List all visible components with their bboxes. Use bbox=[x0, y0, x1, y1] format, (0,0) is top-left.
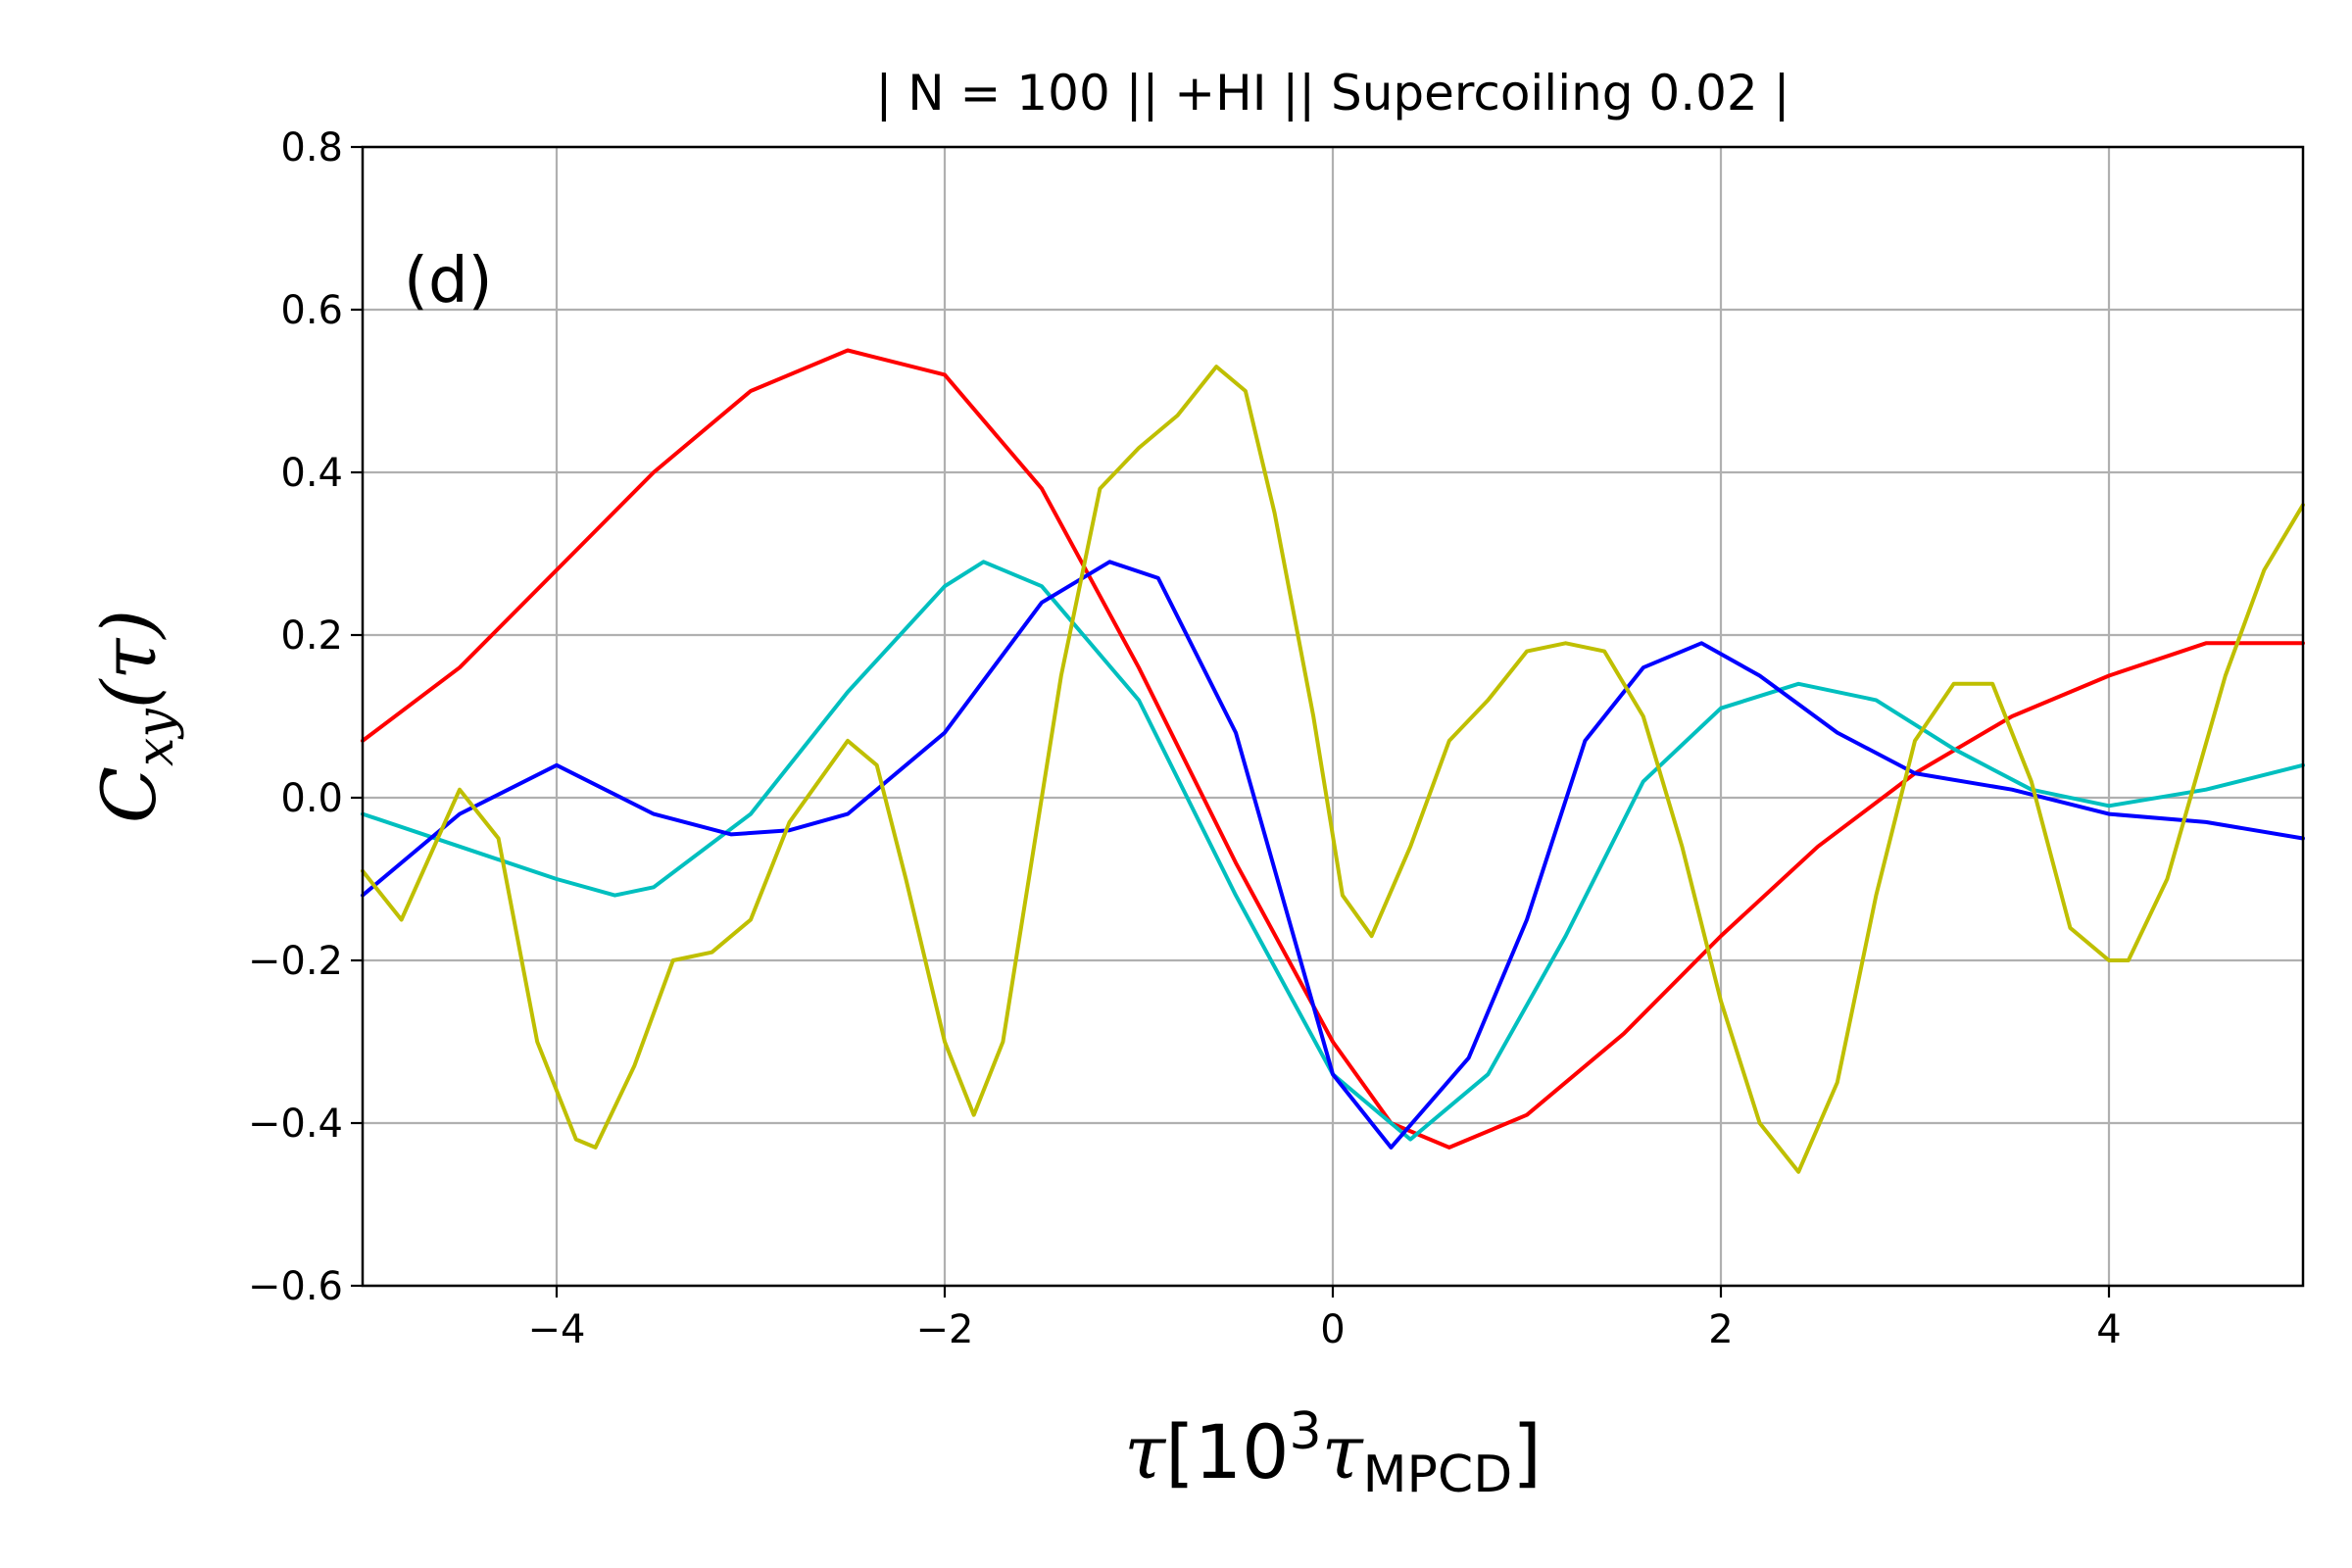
series-line-red bbox=[361, 348, 2305, 1150]
series-layer bbox=[361, 348, 2305, 1174]
x-axis-label-sub: MPCD bbox=[1363, 1446, 1513, 1504]
x-axis-label-open: [10 bbox=[1165, 1408, 1289, 1495]
y-tick-label: −0.4 bbox=[248, 1102, 343, 1147]
y-tick-label: 0.2 bbox=[280, 613, 343, 659]
panel-label: (d) bbox=[404, 245, 493, 318]
y-tick-label: 0.6 bbox=[280, 288, 343, 333]
y-tick-label: 0.8 bbox=[280, 125, 343, 171]
x-axis-label: τ[103τMPCD] bbox=[1124, 1402, 1542, 1504]
y-tick-label: −0.6 bbox=[248, 1264, 343, 1309]
series-line-blue bbox=[361, 560, 2305, 1150]
x-tick-label: −4 bbox=[528, 1307, 586, 1352]
y-axis-ticks: −0.6 −0.4 −0.2 0.0 0.2 0.4 0.6 0.8 bbox=[248, 125, 363, 1309]
chart-title: | N = 100 || +HI || Supercoiling 0.02 | bbox=[876, 65, 1790, 122]
x-axis-label-tau: τ bbox=[1322, 1408, 1365, 1495]
y-tick-label: 0.0 bbox=[280, 776, 343, 821]
x-axis-ticks: −4 −2 0 2 4 bbox=[528, 1286, 2122, 1352]
x-tick-label: 4 bbox=[2096, 1307, 2121, 1352]
y-tick-label: 0.4 bbox=[280, 451, 343, 496]
y-tick-label: −0.2 bbox=[248, 939, 343, 984]
x-tick-label: −2 bbox=[916, 1307, 974, 1352]
x-tick-label: 2 bbox=[1708, 1307, 1733, 1352]
y-axis-label: Cxy(τ) bbox=[85, 610, 185, 823]
y-axis-label-arg: (τ) bbox=[85, 610, 172, 709]
x-axis-label-close: ] bbox=[1512, 1408, 1542, 1495]
y-axis-label-sub: xy bbox=[126, 709, 185, 766]
x-tick-label: 0 bbox=[1320, 1307, 1345, 1352]
series-line-yellow bbox=[361, 365, 2305, 1174]
x-axis-label-sup: 3 bbox=[1290, 1402, 1322, 1461]
x-axis-label-sym: τ bbox=[1124, 1408, 1167, 1495]
y-axis-label-main: C bbox=[85, 766, 172, 823]
